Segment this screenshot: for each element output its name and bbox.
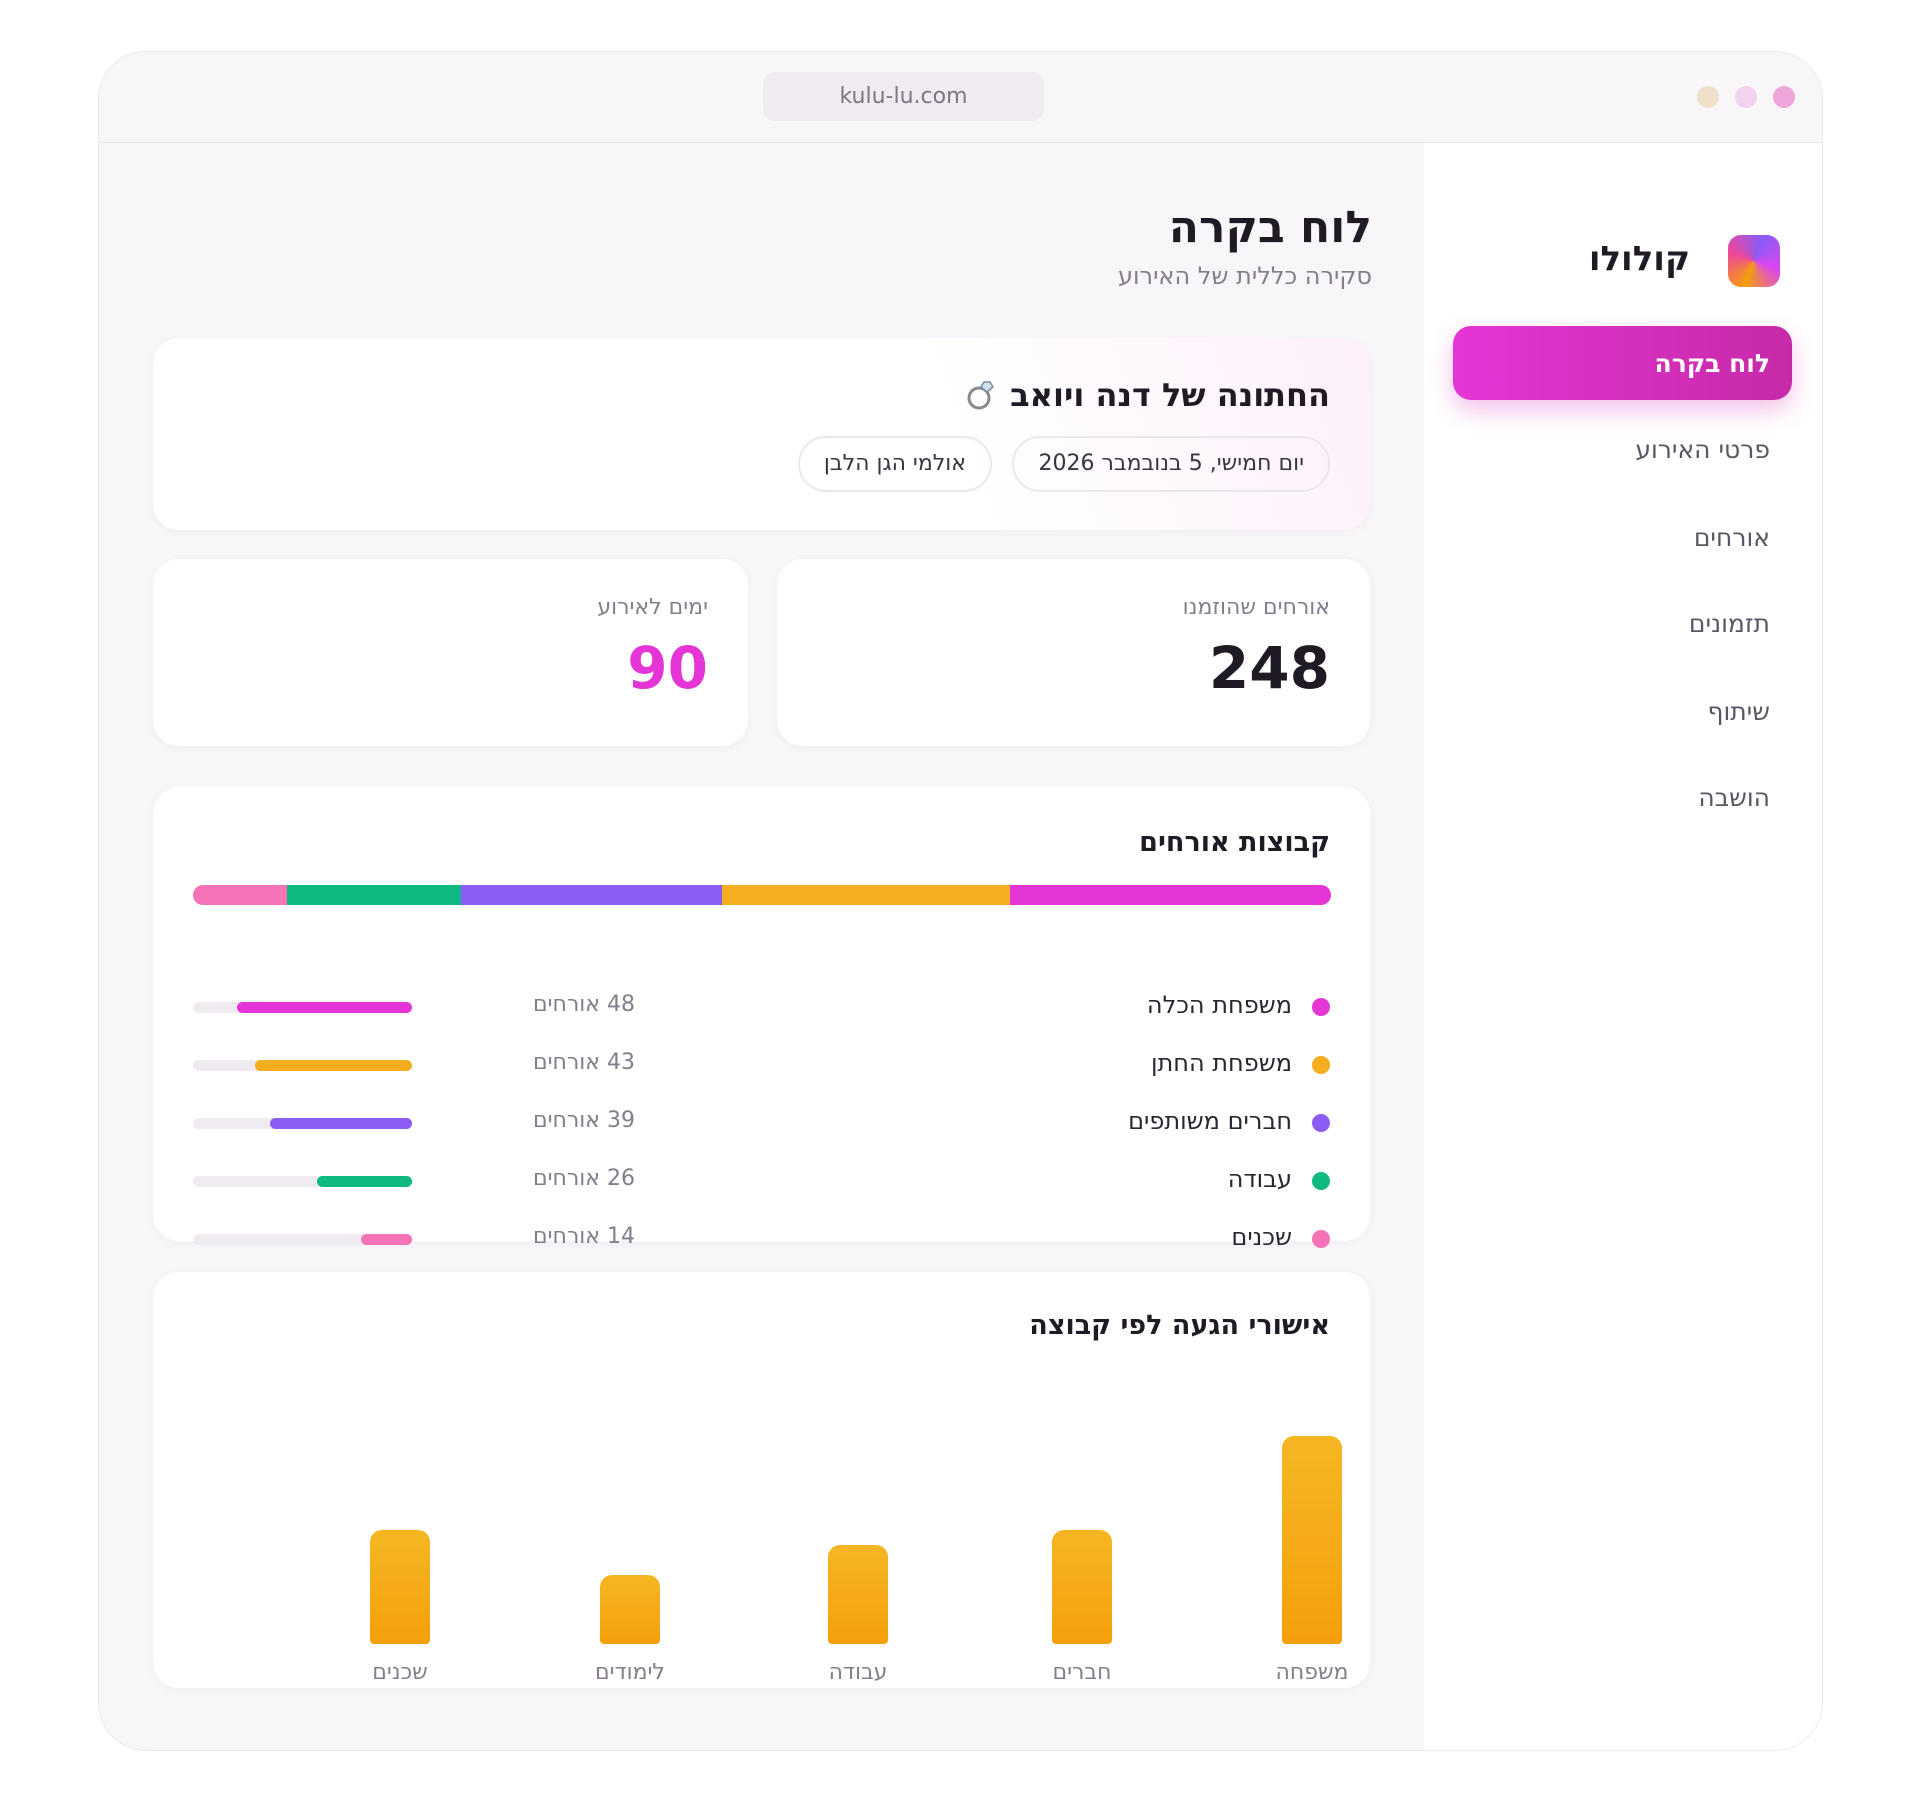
bar [828,1544,888,1644]
event-venue-chip: אולמי הגן הלבן [797,436,992,492]
groups-title: קבוצות אורחים [1139,827,1330,858]
rsvp-card: אישורי הגעה לפי קבוצה משפחה חברים עבודה לימ… [153,1272,1370,1688]
legend-label: עבודה [1227,1165,1292,1193]
bar-track [193,1002,412,1013]
rsvp-title: אישורי הגעה לפי קבוצה [1029,1310,1330,1341]
value-label: 26 אורחים [532,1166,635,1191]
x-tick-label: משפחה [1275,1660,1349,1685]
brand: קולולו [1588,239,1690,279]
stack-segment [193,885,287,905]
legend-dot [1312,998,1330,1016]
stat-value: 248 [1208,634,1330,702]
nav-item[interactable]: פרטי האירוע [1635,435,1770,464]
legend-dot [1312,1114,1330,1132]
window-dot[interactable] [1697,86,1719,108]
legend-label: משפחת החתן [1150,1049,1292,1077]
stacked-bar [193,885,1331,905]
stack-segment [1009,885,1331,905]
bar-fill [269,1118,412,1129]
nav-item[interactable]: הושבה [1698,783,1770,812]
legend-dot [1312,1230,1330,1248]
nav-item[interactable]: לוח בקרה [1654,349,1770,378]
stat-value: 90 [627,634,708,702]
value-label: 43 אורחים [532,1050,635,1075]
groups-card: קבוצות אורחים משפחת הכלה 48 אורחים משפחת ה… [153,787,1370,1251]
stat-card: אורחים שהוזמנו 248 [777,559,1370,746]
value-label: 14 אורחים [532,1224,635,1249]
stack-segment [286,885,461,905]
x-tick-label: חברים [1052,1660,1112,1685]
legend-dot [1312,1056,1330,1074]
value-label: 48 אורחים [532,992,635,1017]
legend-label: שכנים [1231,1223,1292,1251]
bar-track [193,1118,412,1129]
x-tick-label: שכנים [372,1660,428,1685]
legend-label: חברים משותפים [1128,1107,1292,1135]
event-date-chip: יום חמישי, 5 בנובמבר 2026 [1012,436,1330,492]
bar-fill [255,1060,412,1071]
window-dot[interactable] [1773,86,1795,108]
page-title: לוח בקרה [1168,202,1372,253]
x-tick-label: לימודים [595,1660,665,1685]
bar [370,1530,430,1644]
address-bar[interactable]: kulu-lu.com [763,72,1044,121]
nav-item[interactable]: תזמונים [1688,609,1770,638]
bar-fill [236,1002,412,1013]
bar-fill [317,1176,412,1187]
bar [1282,1436,1342,1644]
x-tick-label: עבודה [828,1660,888,1685]
bar-fill [360,1234,412,1245]
nav-item[interactable]: שיתוף [1707,697,1770,726]
stat-label: ימים לאירוע [597,595,708,620]
legend-label: משפחת הכלה [1146,991,1292,1019]
ring-icon [967,381,995,410]
value-label: 39 אורחים [532,1108,635,1133]
nav-active-bg [1453,326,1792,400]
stack-segment [721,885,1010,905]
stat-label: אורחים שהוזמנו [1182,595,1330,620]
nav-item[interactable]: אורחים [1693,523,1770,552]
page-subtitle: סקירה כללית של האירוע [1117,262,1372,290]
stat-card: ימים לאירוע 90 [153,559,748,746]
event-title: החתונה של דנה ויואב [1010,376,1330,414]
bar-track [193,1234,412,1245]
window-dot[interactable] [1735,86,1757,108]
bar-track [193,1060,412,1071]
stack-segment [460,885,722,905]
bar-track [193,1176,412,1187]
event-card: החתונה של דנה ויואב יום חמישי, 5 בנובמבר… [153,338,1370,530]
event-heading: החתונה של דנה ויואב [964,376,1330,414]
browser-bar: kulu-lu.com [99,52,1822,143]
legend-dot [1312,1172,1330,1190]
sidebar: קולולו לוח בקרה פרטי האירוע אורחים תזמונים ש… [1424,143,1822,1750]
bar [1052,1530,1112,1644]
bar [600,1574,660,1644]
logo [1728,235,1780,287]
browser-window: kulu-lu.com קולולו לוח בקרה פרטי האירוע או… [98,51,1823,1751]
